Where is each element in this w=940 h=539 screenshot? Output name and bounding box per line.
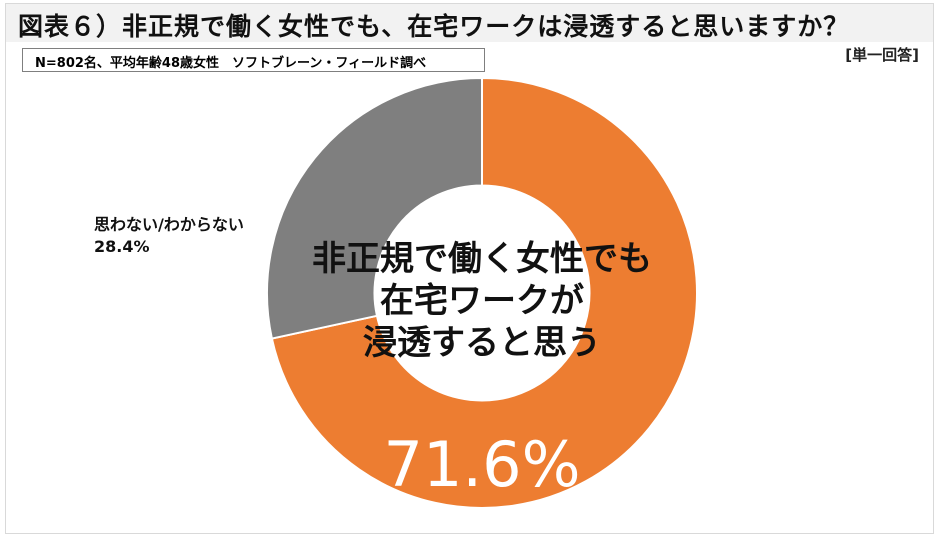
other-segment-value: 28.4% (94, 237, 150, 256)
center-label-line-2: 在宅ワークが (380, 281, 584, 321)
other-segment-label: 思わない/わからない 28.4% (94, 214, 244, 258)
other-segment-name: 思わない/わからない (94, 215, 244, 234)
sample-info-box: N=802名、平均年齢48歳女性 ソフトブレーン・フィールド調べ (22, 48, 485, 72)
chart-title: 図表６）非正規で働く女性でも、在宅ワークは浸透すると思いますか？ (18, 12, 850, 41)
answer-type-label: [単一回答] (845, 46, 919, 64)
center-label-line-1: 非正規で働く女性でも (312, 239, 652, 279)
sample-info: N=802名、平均年齢48歳女性 ソフトブレーン・フィールド調べ (35, 56, 427, 71)
donut-segment-other (266, 76, 483, 340)
donut-center-label: 非正規で働く女性でも 在宅ワークが 浸透すると思う (282, 238, 682, 364)
title-band: 図表６）非正規で働く女性でも、在宅ワークは浸透すると思いますか？ (6, 4, 933, 42)
agree-segment-value: 71.6% (383, 428, 581, 501)
donut-segment-agree (270, 76, 698, 509)
center-label-line-3: 浸透すると思う (363, 323, 601, 363)
donut-segments (266, 76, 698, 509)
